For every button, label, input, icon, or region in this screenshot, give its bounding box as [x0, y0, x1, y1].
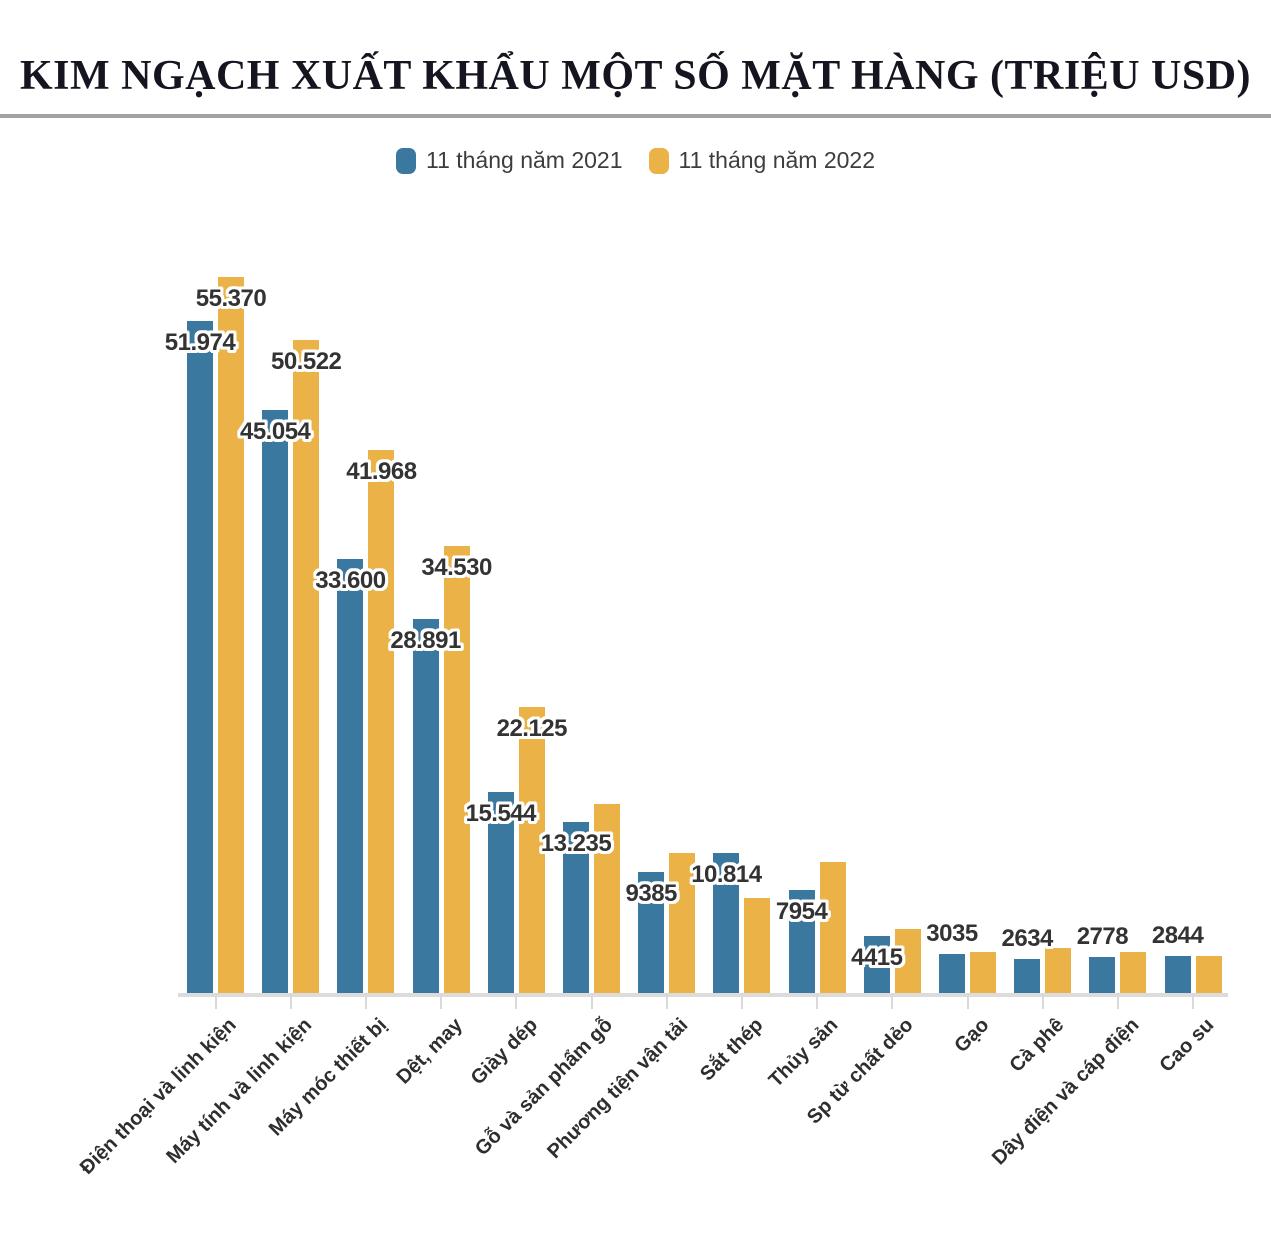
bar-2022-cat11[interactable]: [1045, 948, 1072, 993]
x-axis-label-13: Cao su: [1155, 1014, 1219, 1077]
x-axis-label-1: Máy tính và linh kiện: [162, 1014, 317, 1168]
bar-2021-cat3[interactable]: [412, 619, 439, 993]
title-divider: [0, 114, 1271, 118]
bar-2022-cat12[interactable]: [1120, 952, 1147, 993]
value-label-2021-cat11: 2634: [1001, 925, 1053, 952]
value-label-2021-cat5: 13.235: [540, 830, 612, 857]
legend-label-2021: 11 tháng năm 2021: [425, 147, 623, 173]
legend: 11 tháng năm 2021 11 tháng năm 2022: [0, 147, 1271, 174]
bar-2021-cat6[interactable]: [638, 872, 665, 993]
x-axis-tick: [364, 993, 367, 1009]
value-label-2021-cat12: 2778: [1076, 923, 1129, 950]
legend-item-2021[interactable]: 11 tháng năm 2021: [395, 147, 623, 174]
value-label-2021-cat0: 51.974: [164, 329, 236, 356]
bar-2021-cat9[interactable]: [863, 936, 890, 993]
x-axis-label-4: Giày dép: [466, 1014, 542, 1090]
bar-2022-cat10[interactable]: [970, 952, 996, 993]
x-axis-label-7: Sắt thép: [696, 1014, 768, 1086]
x-axis-tick: [214, 993, 217, 1009]
bar-2021-cat0[interactable]: [187, 321, 213, 993]
bar-2022-cat2[interactable]: [368, 450, 395, 993]
x-axis-label-10: Gạo: [949, 1014, 994, 1058]
bar-2021-cat1[interactable]: [262, 410, 289, 993]
x-axis-tick: [1041, 993, 1044, 1009]
value-label-2021-cat8: 7954: [775, 898, 828, 925]
x-axis-label-8: Thủy sản: [765, 1014, 843, 1092]
bar-2021-cat5[interactable]: [563, 822, 589, 993]
legend-item-2022[interactable]: 11 tháng năm 2022: [648, 147, 876, 174]
value-label-2021-cat1: 45.054: [239, 418, 311, 445]
chart-title: KIM NGẠCH XUẤT KHẨU MỘT SỐ MẶT HÀNG (TRI…: [19, 53, 1252, 99]
value-label-2021-cat7: 10.814: [691, 861, 762, 888]
bar-2021-cat12[interactable]: [1089, 957, 1116, 993]
x-axis-label-6: Phương tiện vận tải: [543, 1014, 693, 1164]
value-label-2021-cat2: 33.600: [315, 567, 386, 594]
bar-2022-cat1[interactable]: [293, 340, 320, 993]
bar-2021-cat7[interactable]: [713, 853, 740, 993]
x-axis-tick: [816, 993, 819, 1009]
x-axis-tick: [1192, 993, 1195, 1009]
x-axis-label-5: Gỗ và sản phẩm gỗ: [471, 1014, 618, 1161]
value-label-2021-cat4: 15.544: [465, 800, 537, 827]
value-label-2022-cat0: 55.370: [195, 285, 267, 312]
value-label-2022-cat1: 50.522: [270, 348, 342, 375]
value-label-2021-cat9: 4415: [851, 944, 903, 971]
bar-2021-cat13[interactable]: [1164, 956, 1191, 993]
x-axis-tick: [1116, 993, 1119, 1009]
x-axis-tick: [891, 993, 894, 1009]
bar-2022-cat9[interactable]: [894, 929, 921, 993]
x-axis-tick: [289, 993, 292, 1009]
legend-swatch-2022-icon: [648, 147, 669, 174]
value-label-2022-cat3: 34.530: [421, 554, 492, 581]
bar-2022-cat7[interactable]: [744, 898, 771, 993]
x-axis-tick: [740, 993, 743, 1009]
x-axis-label-12: Dây điện và cáp điện: [987, 1014, 1144, 1170]
bar-2021-cat10[interactable]: [939, 954, 965, 993]
x-axis-label-3: Dệt, may: [392, 1014, 467, 1089]
bar-2022-cat13[interactable]: [1195, 956, 1222, 993]
x-axis-tick: [515, 993, 518, 1009]
bar-2021-cat2[interactable]: [337, 559, 364, 993]
x-axis-tick: [665, 993, 668, 1009]
x-axis-tick: [966, 993, 969, 1009]
x-axis-tick: [590, 993, 593, 1009]
x-axis-label-11: Cà phê: [1005, 1014, 1069, 1077]
value-label-2022-cat2: 41.968: [346, 458, 417, 485]
value-label-2021-cat10: 3035: [926, 920, 978, 947]
bar-2022-cat3[interactable]: [443, 546, 470, 993]
bar-2021-cat11[interactable]: [1014, 959, 1041, 993]
bar-2022-cat5[interactable]: [594, 804, 620, 993]
bar-2022-cat8[interactable]: [819, 862, 846, 993]
legend-swatch-2021-icon: [395, 147, 416, 174]
bar-2021-cat4[interactable]: [487, 792, 514, 993]
legend-label-2022: 11 tháng năm 2022: [678, 147, 876, 173]
bar-2022-cat6[interactable]: [669, 853, 696, 993]
value-label-2022-cat4: 22.125: [496, 715, 568, 742]
x-axis-tick: [440, 993, 443, 1009]
bar-2022-cat0[interactable]: [218, 277, 244, 993]
bar-2021-cat8[interactable]: [788, 890, 815, 993]
value-label-2021-cat13: 2844: [1151, 922, 1204, 949]
value-label-2021-cat3: 28.891: [390, 627, 461, 654]
value-label-2021-cat6: 9385: [625, 880, 677, 907]
bar-2022-cat4[interactable]: [518, 707, 545, 993]
x-axis-line: [178, 993, 1228, 997]
